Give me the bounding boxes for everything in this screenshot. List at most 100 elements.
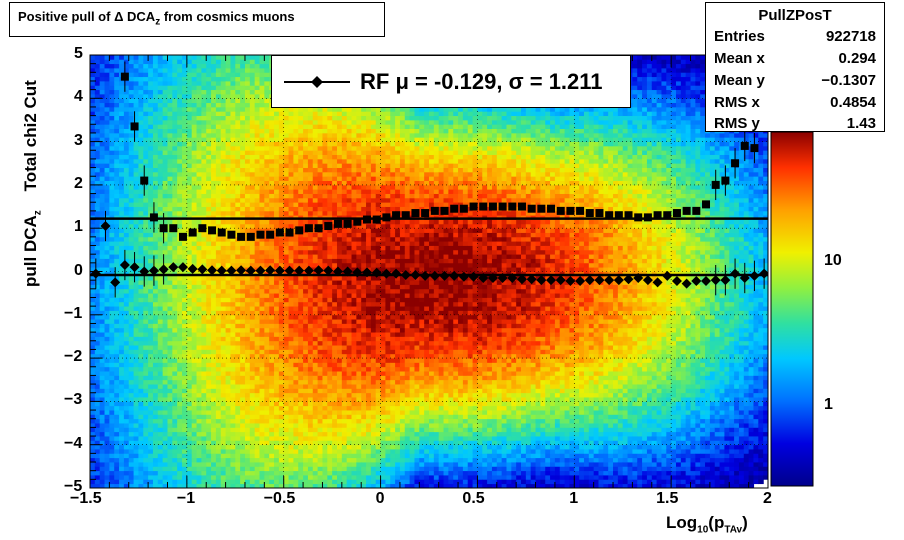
heat-cell — [307, 431, 314, 437]
heat-cell — [235, 340, 241, 346]
heat-cell — [298, 171, 304, 177]
heat-cell — [288, 388, 294, 394]
heat-cell — [123, 436, 130, 441]
heat-cell — [128, 288, 135, 294]
heat-cell — [162, 145, 169, 151]
heat-cell — [186, 410, 193, 415]
heat-cell — [264, 466, 270, 472]
heat-cell — [162, 475, 169, 480]
heat-cell — [123, 102, 130, 108]
heat-cell — [254, 145, 261, 151]
heat-cell — [240, 436, 246, 441]
heat-cell — [211, 327, 217, 333]
heat-cell — [172, 392, 178, 398]
heat-cell — [182, 466, 188, 472]
heat-cell — [283, 154, 290, 160]
heat-cell — [148, 141, 154, 147]
heat-cell — [191, 414, 198, 420]
heat-cell — [312, 336, 319, 342]
heat-cell — [269, 392, 275, 398]
heat-cell — [274, 223, 280, 229]
heat-cell — [133, 210, 140, 216]
heat-cell — [143, 145, 149, 151]
heat-cell — [215, 171, 222, 177]
heat-cell — [283, 241, 290, 246]
heat-cell — [123, 254, 130, 259]
heat-cell — [264, 284, 270, 290]
heat-cell — [225, 85, 232, 91]
heat-cell — [264, 362, 270, 368]
heat-cell — [99, 384, 106, 389]
heat-cell — [191, 124, 198, 130]
heat-cell — [215, 154, 222, 160]
heat-cell — [317, 457, 324, 463]
heat-cell — [317, 167, 324, 173]
heat-cell — [269, 119, 275, 125]
heat-cell — [133, 111, 140, 117]
heat-cell — [322, 158, 328, 164]
heat-cell — [196, 319, 202, 324]
heat-cell — [94, 202, 101, 207]
heat-cell — [109, 301, 115, 307]
heat-cell — [109, 340, 115, 346]
heat-cell — [274, 176, 280, 181]
heat-cell — [298, 332, 304, 337]
heat-cell — [225, 301, 232, 307]
heat-cell — [177, 55, 183, 60]
heat-cell — [206, 111, 212, 117]
heat-cell — [206, 93, 212, 99]
heat-cell — [264, 280, 270, 285]
heat-cell — [138, 301, 144, 307]
heat-cell — [90, 362, 96, 368]
heat-cell — [172, 410, 178, 415]
heat-cell — [211, 314, 217, 320]
heat-cell — [148, 180, 154, 186]
heat-cell — [114, 59, 120, 65]
heat-cell — [293, 366, 299, 372]
heat-cell — [172, 197, 178, 203]
heat-cell — [119, 327, 125, 333]
heat-cell — [269, 444, 275, 450]
heat-cell — [303, 301, 309, 307]
heat-cell — [288, 392, 294, 398]
heat-cell — [119, 301, 125, 307]
heat-cell — [307, 418, 314, 424]
heat-cell — [269, 167, 275, 173]
heat-cell — [99, 55, 106, 60]
heat-cell — [182, 353, 188, 359]
heat-cell — [90, 128, 96, 134]
heat-cell — [182, 197, 188, 203]
heat-cell — [119, 293, 125, 298]
heat-cell — [182, 284, 188, 290]
heat-cell — [191, 332, 198, 337]
heat-cell — [138, 93, 144, 99]
heat-cell — [225, 228, 232, 233]
heat-cell — [244, 89, 251, 95]
heat-cell — [293, 280, 299, 285]
heat-cell — [322, 414, 328, 420]
heat-cell — [288, 466, 294, 472]
heat-cell — [119, 254, 125, 259]
heat-cell — [244, 293, 251, 298]
heat-cell — [191, 241, 198, 246]
heat-cell — [196, 258, 202, 264]
heat-cell — [133, 106, 140, 112]
heat-cell — [133, 449, 140, 454]
heat-cell — [133, 145, 140, 151]
heat-cell — [196, 297, 202, 303]
heat-cell — [307, 275, 314, 281]
heat-cell — [215, 63, 222, 69]
heat-cell — [244, 254, 251, 259]
heat-cell — [244, 375, 251, 381]
heat-cell — [235, 444, 241, 450]
heat-cell — [186, 405, 193, 411]
heat-cell — [143, 154, 149, 160]
heat-cell — [249, 67, 256, 73]
heat-cell — [264, 115, 270, 121]
heat-cell — [104, 457, 110, 463]
heat-cell — [152, 275, 159, 281]
heat-cell — [264, 76, 270, 82]
heat-cell — [278, 150, 285, 155]
heat-cell — [119, 176, 125, 181]
heat-cell — [240, 128, 246, 134]
